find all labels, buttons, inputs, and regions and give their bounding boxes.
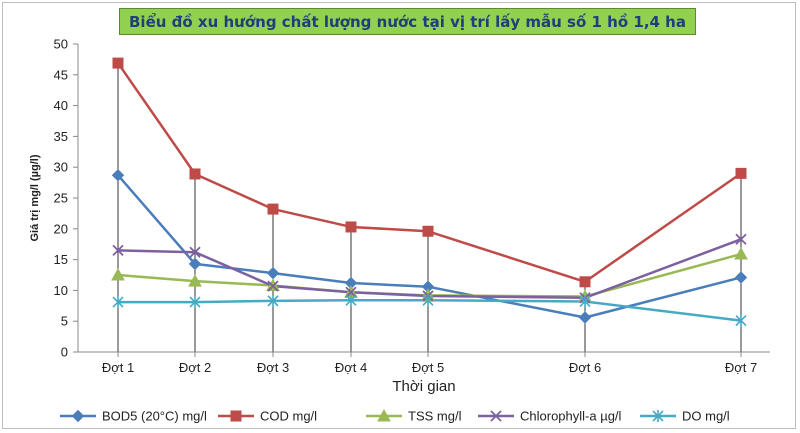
x-tick-label: Đợt 1 xyxy=(102,360,134,375)
series-marker xyxy=(266,266,280,280)
series-marker xyxy=(189,296,201,309)
series-marker xyxy=(267,294,279,307)
series-markers xyxy=(111,57,748,327)
legend-label: TSS mg/l xyxy=(408,409,462,424)
chart-title: Biểu đồ xu hướng chất lượng nước tại vị … xyxy=(119,8,696,35)
x-tick-label: Đợt 2 xyxy=(179,360,211,375)
y-tick-label: 50 xyxy=(54,37,68,52)
y-tick-label: 45 xyxy=(54,67,68,82)
series-marker xyxy=(345,294,357,307)
x-axis-ticks: Đợt 1 Đợt 2 Đợt 3 Đợt 4 Đợt 5 Đợt 6 Đợt 7 xyxy=(102,352,757,375)
series-lines xyxy=(116,62,742,322)
y-tick-label: 40 xyxy=(54,98,68,113)
series-marker xyxy=(189,246,201,258)
series-marker xyxy=(490,410,502,422)
y-tick-label: 20 xyxy=(54,221,68,236)
series-line xyxy=(118,299,742,322)
series-marker xyxy=(267,203,279,215)
x-tick-label: Đợt 5 xyxy=(412,360,444,375)
series-marker xyxy=(345,286,357,298)
series-marker xyxy=(230,410,242,422)
series-marker xyxy=(188,257,202,271)
series-marker xyxy=(111,169,125,182)
legend: BOD5 (20°C) mg/l COD mg/l TSS mg/l Chloroph… xyxy=(60,409,730,424)
series-marker xyxy=(188,274,202,287)
y-axis-ticks: 0 5 10 15 20 25 30 35 40 45 50 xyxy=(54,37,78,360)
x-tick-label: Đợt 3 xyxy=(257,360,289,375)
series-marker xyxy=(579,276,591,288)
y-tick-label: 5 xyxy=(61,314,68,329)
y-tick-label: 10 xyxy=(54,283,68,298)
x-tick-label: Đợt 4 xyxy=(335,360,367,375)
chart-frame xyxy=(2,2,796,429)
series-marker xyxy=(735,167,747,179)
series-line xyxy=(116,62,742,284)
series-marker xyxy=(422,225,434,237)
y-tick-label: 25 xyxy=(54,191,68,206)
x-tick-label: Đợt 6 xyxy=(569,360,601,375)
legend-label: BOD5 (20°C) mg/l xyxy=(102,409,207,424)
series-marker xyxy=(579,295,591,308)
series-marker xyxy=(112,244,124,256)
y-tick-label: 15 xyxy=(54,252,68,267)
x-tick-label: Đợt 7 xyxy=(725,360,757,375)
series-marker xyxy=(267,280,279,292)
series-marker xyxy=(377,408,391,422)
series-marker xyxy=(734,247,748,260)
series-marker xyxy=(111,267,125,281)
series-marker xyxy=(735,233,747,245)
y-tick-label: 30 xyxy=(54,160,68,175)
series-marker xyxy=(578,311,592,324)
legend-label: DO mg/l xyxy=(682,409,730,424)
series-marker xyxy=(422,294,434,307)
series-marker xyxy=(112,57,124,69)
y-tick-label: 0 xyxy=(61,345,68,360)
series-marker xyxy=(345,221,357,233)
series-marker xyxy=(112,296,124,309)
legend-label: Chlorophyll-a µg/l xyxy=(520,409,622,424)
series-marker xyxy=(71,409,85,423)
x-axis-title: Thời gian xyxy=(392,378,455,395)
series-marker xyxy=(652,410,664,422)
series-marker xyxy=(734,271,748,284)
series-marker xyxy=(735,314,747,327)
series-marker xyxy=(189,168,201,180)
legend-label: COD mg/l xyxy=(260,409,317,424)
y-tick-label: 35 xyxy=(54,129,68,144)
y-axis-title: Giá trị mg/l (µg/l) xyxy=(29,154,41,241)
